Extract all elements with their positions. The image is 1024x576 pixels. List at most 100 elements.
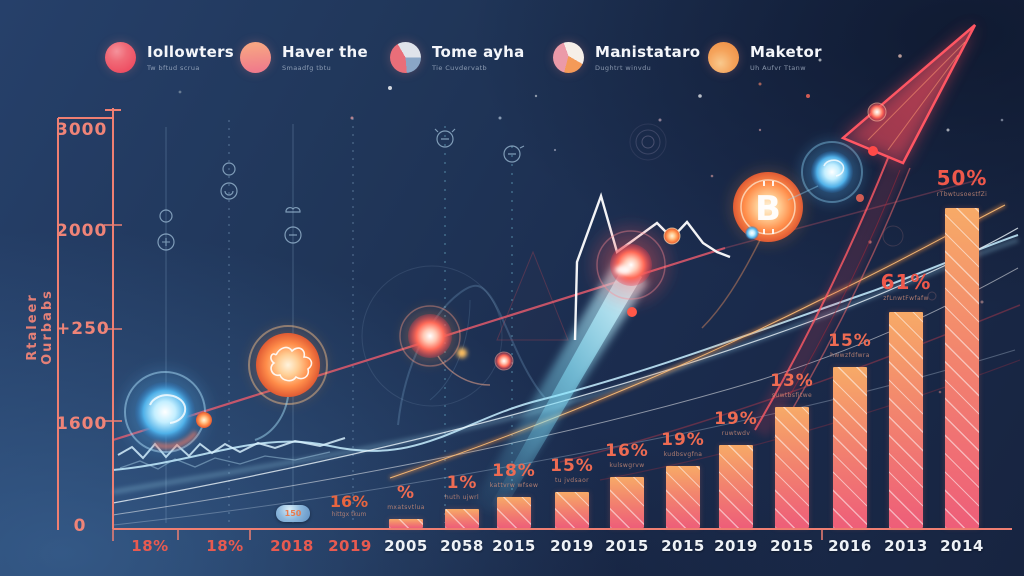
legend-sublabel: Tie Cuvdervatb — [432, 63, 488, 72]
legend-text: Haver the Smaadfg tbtu — [282, 44, 368, 72]
small-red-dot — [627, 307, 637, 317]
legend-text: Maketor Uh Aufvr Ttanw — [750, 44, 822, 72]
y-axis-tick-label: +250 — [56, 319, 110, 339]
orange-glyph-orb — [242, 319, 334, 441]
bar-sublabel: suwtbsfjtwe — [771, 392, 813, 399]
bitcoin-coin: B — [701, 161, 814, 329]
rising-arrow — [748, 24, 977, 439]
red-orange-orb — [396, 302, 514, 386]
legend-color-circle — [240, 42, 271, 73]
bar-value-label: 15% hwwzfdfwra — [802, 331, 898, 359]
bar-sublabel: hwwzfdfwra — [830, 352, 870, 359]
x-axis-tick-label: 18% — [131, 537, 169, 555]
comet-beam — [470, 260, 648, 514]
star-dots — [178, 54, 1004, 394]
small-blue-orb — [745, 226, 759, 240]
floating-percent-label: 16% hittgx tkum — [309, 492, 389, 518]
x-axis-tick-label: 2014 — [940, 537, 984, 555]
legend-color-circle — [390, 42, 421, 73]
legend-sublabel: Tw bftud scrua — [147, 63, 200, 72]
x-axis-tick-label: 2019 — [550, 537, 594, 555]
small-red-orb — [495, 352, 513, 370]
bar-percent: 19% — [714, 409, 758, 429]
bar — [889, 312, 923, 528]
axis-tag-150: 150 — [276, 505, 310, 522]
bar-value-label: 19% kudbsvgfna — [635, 430, 731, 458]
bar-sublabel: kudbsvgfna — [663, 451, 703, 458]
x-axis-tick-label: 2019 — [714, 537, 758, 555]
x-axis-tick-label: 2016 — [828, 537, 872, 555]
x-axis-tick-label: 2015 — [770, 537, 814, 555]
legend-item: Iollowters Tw bftud scrua — [105, 42, 234, 73]
cloud-icon — [285, 207, 301, 213]
y-axis-tick-label: 3000 — [56, 120, 108, 140]
legend-label: Iollowters — [147, 43, 235, 61]
legend-label: Tome ayha — [432, 43, 525, 61]
x-axis-tick-label: 2005 — [384, 537, 428, 555]
arrow-orb-small — [868, 146, 878, 156]
legend-sublabel: Smaadfg tbtu — [282, 63, 332, 72]
legend-text: Iollowters Tw bftud scrua — [147, 44, 234, 72]
bar — [555, 492, 589, 528]
x-axis-tick-label: 2018 — [270, 537, 314, 555]
bar-sublabel: tu jvdsaor — [554, 477, 590, 484]
bar-percent: 16% — [605, 441, 649, 461]
bar — [833, 367, 867, 528]
x-axis-tick-label: 2015 — [661, 537, 705, 555]
bar-sublabel: rTbwtusoestfZi — [936, 191, 988, 198]
bar-sublabel: kulswgrvw — [609, 462, 645, 469]
bar-percent: 18% — [492, 461, 536, 481]
bar — [497, 497, 531, 528]
bar-sublabel: ruwtwdv — [721, 430, 751, 437]
bar-value-label: 1% huth ujwrl — [414, 473, 510, 501]
legend-text: Manistataro Dughtrt winvdu — [595, 44, 700, 72]
arrow-orb-large — [868, 103, 886, 121]
bar-percent: 15% — [550, 456, 594, 476]
legend-color-circle — [105, 42, 136, 73]
bar-value-label: 13% suwtbsfjtwe — [744, 371, 840, 399]
legend-sublabel: Uh Aufvr Ttanw — [750, 63, 806, 72]
legend-sublabel: Dughtrt winvdu — [595, 63, 652, 72]
bar — [389, 519, 423, 528]
bar-value-label: % mxatsvtlua — [358, 483, 454, 511]
bar — [775, 407, 809, 528]
bar — [666, 466, 700, 528]
x-axis-tick-label: 2058 — [440, 537, 484, 555]
floating-percent-sublabel: hittgx tkum — [331, 511, 367, 518]
bar-value-label: 19% ruwtwdv — [688, 409, 784, 437]
bar-value-label: 50% rTbwtusoestfZi — [914, 166, 1010, 198]
bar-value-label: 18% kattvrw wfsew — [466, 461, 562, 489]
bar-value-label: 15% tu jvdsaor — [524, 456, 620, 484]
bar-sublabel: mxatsvtlua — [387, 504, 425, 511]
legend-item: Haver the Smaadfg tbtu — [240, 42, 368, 73]
bar — [610, 477, 644, 528]
bar-percent: 50% — [936, 166, 988, 190]
y-axis-title: Rtaleer Ourbabs — [25, 289, 55, 365]
legend-item: Tome ayha Tie Cuvdervatb — [390, 42, 525, 73]
bar-percent: 1% — [446, 473, 478, 493]
legend-label: Haver the — [282, 43, 368, 61]
bar — [445, 509, 479, 528]
bar-value-label: 16% kulswgrvw — [579, 441, 675, 469]
bar-percent: % — [396, 483, 416, 503]
legend-color-circle — [553, 42, 584, 73]
galaxy-ring-ornament — [629, 123, 937, 301]
bar-sublabel: huth ujwrl — [444, 494, 480, 501]
brain-glyph-icon — [270, 346, 313, 382]
bar-percent: 13% — [770, 371, 814, 391]
bar — [945, 208, 979, 528]
x-axis-tick-label: 2015 — [605, 537, 649, 555]
bar — [719, 445, 753, 528]
blue-glow-orb — [787, 132, 872, 212]
bar-percent: 61% — [880, 270, 932, 294]
y-axis-tick-label: 2000 — [56, 221, 108, 241]
bar-sublabel: kattvrw wfsew — [489, 482, 539, 489]
milestone-icons — [157, 128, 525, 251]
x-axis-tick-label: 2013 — [884, 537, 928, 555]
x-axis-tick-label: 18% — [206, 537, 244, 555]
legend-color-circle — [708, 42, 739, 73]
x-axis-tick-label: 2015 — [492, 537, 536, 555]
